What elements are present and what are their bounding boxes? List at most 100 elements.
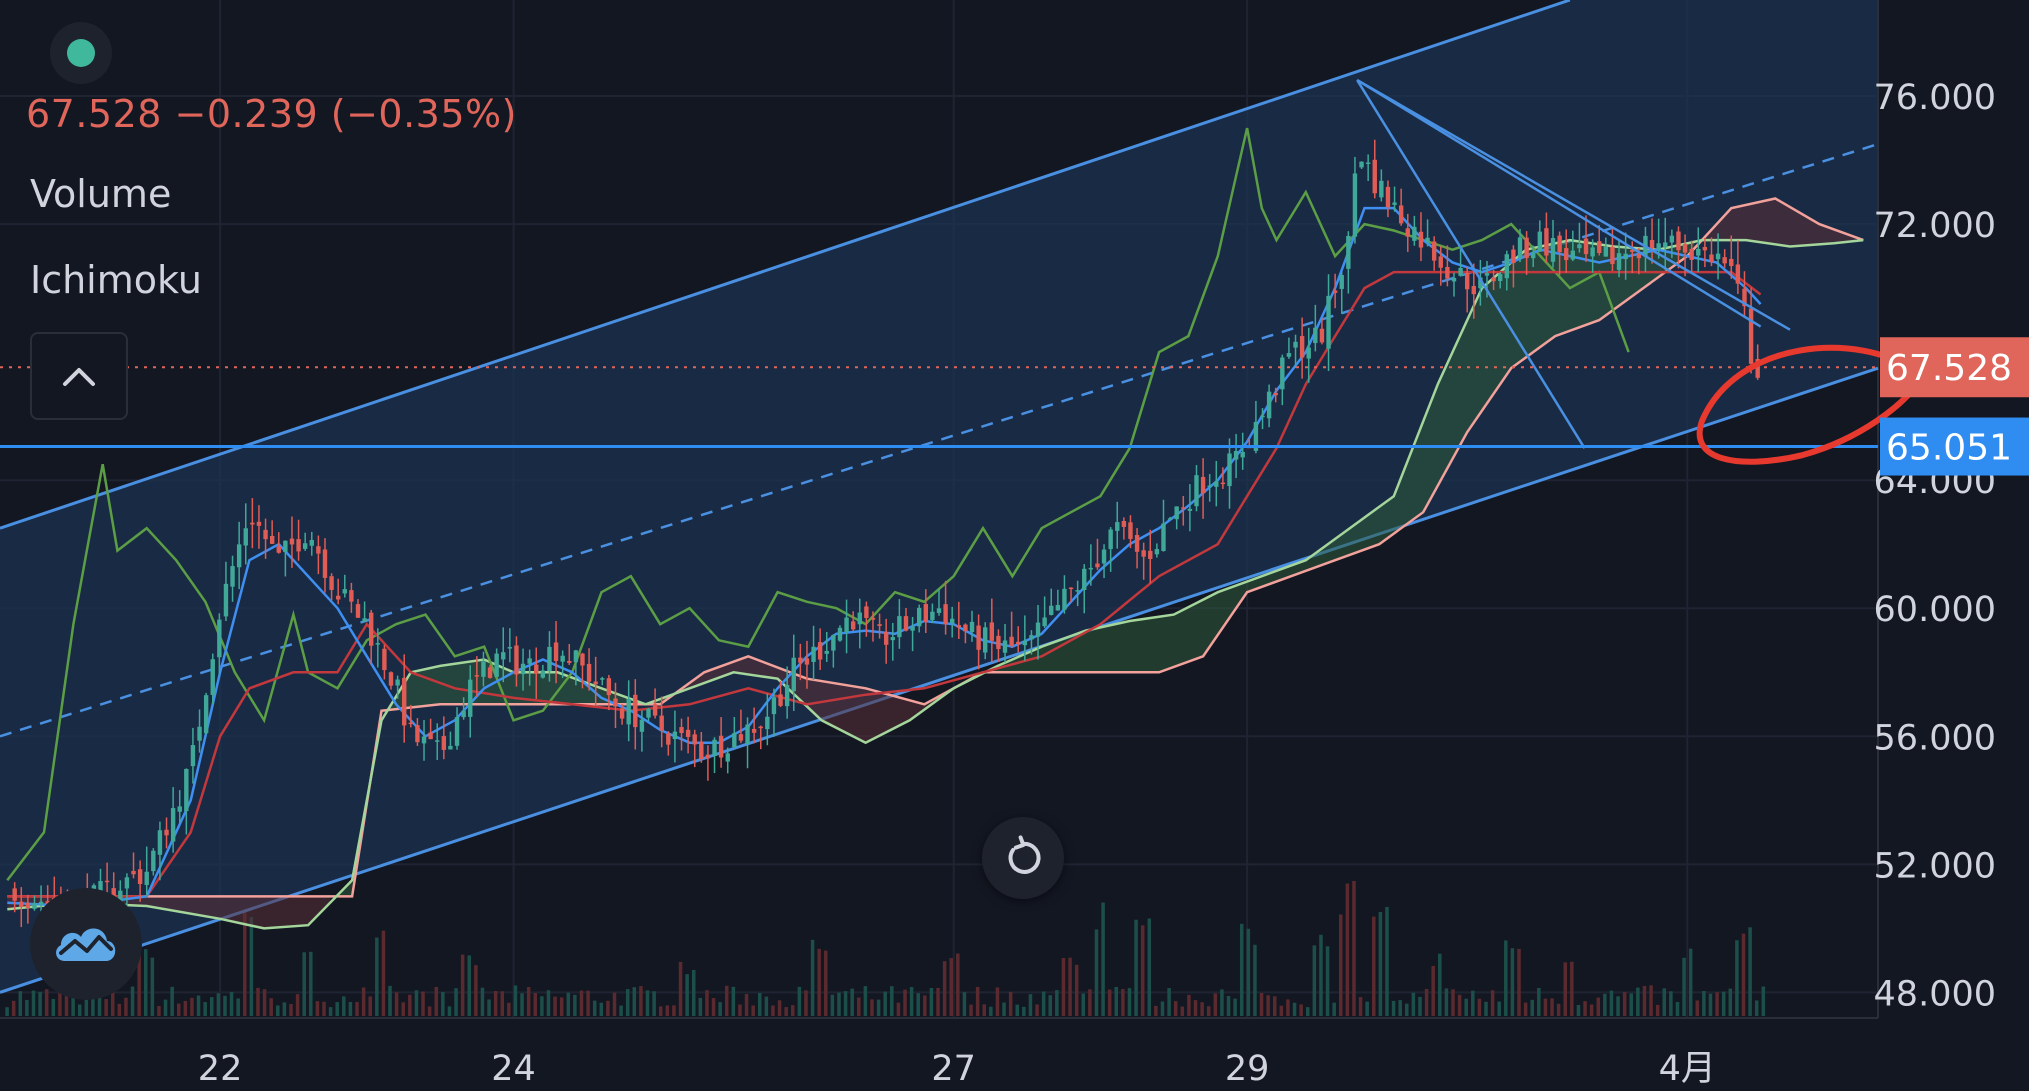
candle-body	[1511, 249, 1516, 264]
volume-bar	[1510, 948, 1515, 1016]
volume-bar	[718, 1002, 722, 1016]
indicator-ichimoku-label[interactable]: Ichimoku	[30, 258, 202, 302]
volume-bar	[1391, 1000, 1396, 1016]
candle-body	[1240, 451, 1245, 458]
candle-body	[131, 870, 136, 875]
volume-bar	[586, 990, 590, 1016]
candle-body	[831, 635, 836, 651]
volume-bar	[784, 1007, 788, 1016]
volume-bar	[731, 986, 736, 1016]
time-tick-label: 4月	[1659, 1049, 1716, 1089]
replay-button[interactable]	[982, 817, 1064, 899]
volume-bar	[1695, 1000, 1700, 1016]
volume-bar	[573, 994, 577, 1016]
volume-bars	[5, 881, 1766, 1016]
volume-bar	[361, 987, 366, 1016]
volume-bar	[1061, 957, 1066, 1016]
candle-body	[811, 646, 816, 662]
volume-bar	[975, 986, 980, 1016]
candle-body	[725, 753, 730, 762]
candle-body	[1570, 250, 1576, 260]
price-tick-label: 52.000	[1874, 846, 1996, 886]
volume-bar	[870, 999, 874, 1016]
candle-body	[1398, 205, 1404, 224]
candle-body	[98, 881, 103, 892]
candle-body	[1088, 567, 1094, 570]
candle-body	[104, 880, 110, 883]
candle-body	[1431, 241, 1437, 261]
candle-body	[1583, 238, 1589, 255]
volume-bar	[1715, 992, 1719, 1016]
candle-body	[276, 546, 281, 553]
volume-bar	[1589, 1004, 1594, 1016]
volume-bar	[401, 1002, 405, 1016]
candle-body	[1194, 475, 1199, 507]
volume-bar	[170, 986, 174, 1016]
volume-bar	[758, 992, 762, 1016]
candle-body	[1517, 237, 1523, 258]
volume-bar	[1418, 996, 1422, 1016]
volume-bar	[513, 985, 518, 1016]
candle-body	[375, 643, 381, 645]
collapse-legend-button[interactable]	[30, 332, 128, 420]
candle-body	[487, 667, 493, 678]
symbol-status-button[interactable]	[50, 22, 112, 84]
candle-body	[1346, 235, 1351, 269]
candle-body	[177, 806, 182, 812]
candle-body	[494, 653, 499, 677]
volume-bar	[1471, 990, 1475, 1016]
volume-bar	[1114, 986, 1119, 1016]
volume-bar	[989, 1006, 993, 1016]
volume-bar	[1675, 1001, 1680, 1016]
candle-body	[705, 754, 711, 759]
candle-body	[316, 546, 321, 554]
candle-body	[613, 698, 618, 707]
trend-line-3	[1356, 78, 1762, 328]
volume-bar	[553, 996, 557, 1016]
volume-bar	[1365, 1001, 1369, 1016]
volume-bar	[203, 1002, 207, 1016]
candle-body	[428, 732, 433, 740]
candle-body	[1412, 226, 1417, 241]
volume-bar	[91, 993, 95, 1016]
candle-body	[1154, 549, 1160, 555]
candle-body	[302, 543, 308, 549]
candle-body	[553, 642, 559, 661]
volume-bar	[1200, 1002, 1204, 1016]
candle-body	[639, 719, 645, 732]
candle-body	[626, 699, 631, 725]
volume-bar	[533, 993, 538, 1016]
volume-bar	[691, 969, 696, 1016]
volume-bar	[658, 1006, 663, 1016]
candle-body	[857, 612, 862, 625]
volume-bar	[771, 1005, 775, 1016]
time-axis[interactable]: 22 24 27 29 4月	[198, 1049, 1716, 1089]
volume-bar	[375, 937, 379, 1016]
candle-body	[910, 626, 915, 631]
volume-bar	[507, 1002, 511, 1016]
volume-bar	[1583, 1001, 1587, 1016]
candle-body	[1227, 453, 1232, 487]
volume-bar	[1642, 985, 1647, 1016]
price-axis[interactable]: 76.00072.00064.00060.00056.00052.00048.0…	[1874, 78, 2029, 1014]
candle-body	[606, 678, 612, 696]
candle-body	[1339, 275, 1344, 289]
candle-body	[190, 745, 196, 767]
candle-body	[1564, 248, 1569, 261]
candle-body	[1445, 266, 1450, 279]
volume-bar	[276, 1005, 280, 1016]
volume-bar	[1147, 918, 1152, 1016]
volume-bar	[810, 939, 815, 1016]
base-line	[7, 270, 1762, 898]
indicator-volume-label[interactable]: Volume	[30, 172, 172, 216]
candle-body	[1167, 518, 1173, 520]
tradingview-logo-button[interactable]	[30, 888, 142, 1000]
volume-bar	[25, 999, 29, 1016]
candle-body	[1332, 290, 1338, 293]
candle-body	[1365, 162, 1371, 164]
volume-bar	[1193, 1000, 1198, 1016]
candle-body	[1636, 253, 1642, 259]
volume-bar	[903, 989, 907, 1016]
candle-body	[349, 590, 354, 602]
